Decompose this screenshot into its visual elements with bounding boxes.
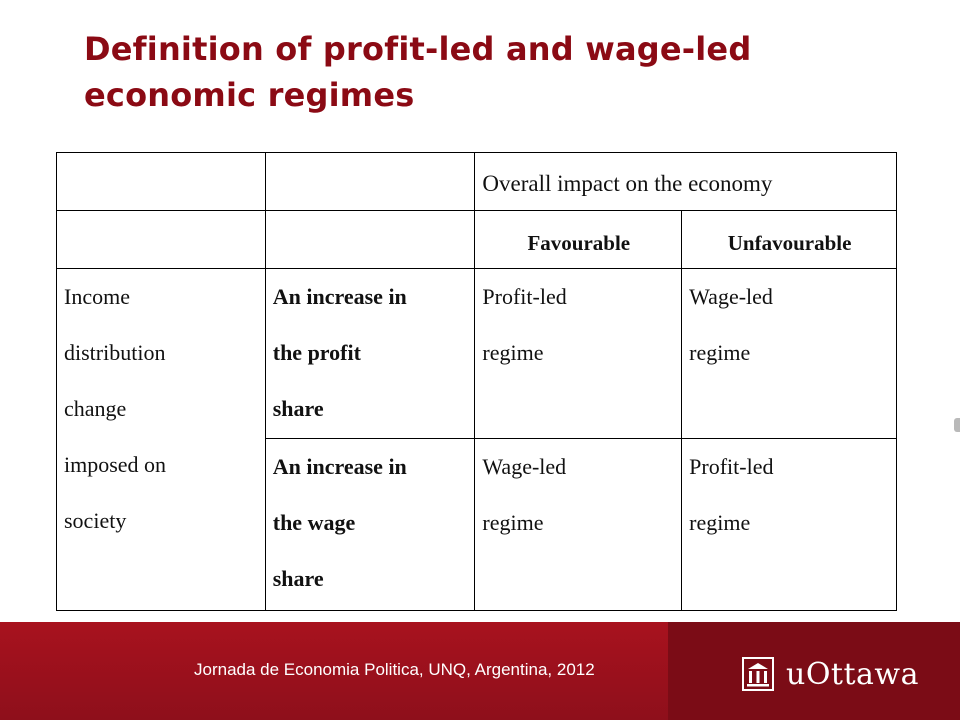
cell-line: Wage-led: [689, 284, 773, 309]
slide-title: Definition of profit-led and wage-led ec…: [84, 30, 752, 114]
condition-line: the profit: [272, 340, 361, 365]
cell-line: regime: [689, 510, 751, 535]
empty-header-cell: [264, 152, 476, 211]
uottawa-logo: uOttawa: [740, 654, 919, 694]
cell-line: Wage-led: [482, 454, 567, 479]
cell-line: Profit-led: [482, 284, 567, 309]
empty-subheader-cell: [56, 210, 266, 269]
cell-line: regime: [482, 340, 544, 365]
condition-line: An increase in: [272, 284, 407, 309]
footer-bar: Jornada de Economia Politica, UNQ, Argen…: [0, 622, 960, 720]
footer-left-panel: Jornada de Economia Politica, UNQ, Argen…: [0, 622, 668, 720]
table-row: An increase in the wage share Wage-led r…: [57, 438, 897, 611]
condition-cell-wage: An increase in the wage share: [264, 438, 476, 611]
empty-header-cell: [56, 152, 266, 211]
favourable-header: Favourable: [474, 210, 683, 269]
condition-cell-profit: An increase in the profit share: [264, 268, 476, 439]
regime-table: Overall impact on the economy Favourable…: [56, 152, 897, 611]
cell-line: Profit-led: [689, 454, 774, 479]
unfavourable-header: Unfavourable: [681, 210, 897, 269]
footer-right-panel: uOttawa: [668, 622, 960, 720]
row-label-line: society: [64, 508, 127, 533]
row-label-line: distribution: [64, 340, 166, 365]
logo-text: uOttawa: [786, 656, 919, 692]
condition-line: share: [272, 396, 324, 421]
row-label-line: change: [64, 396, 127, 421]
row-label-cell: Income distribution change imposed on so…: [56, 268, 266, 611]
edge-marker: [954, 418, 960, 432]
empty-subheader-cell: [264, 210, 476, 269]
row-label-line: imposed on: [64, 452, 167, 477]
cell-line: regime: [482, 510, 544, 535]
favourable-cell: Wage-led regime: [474, 438, 683, 611]
row-label-line: Income: [64, 284, 130, 309]
cell-line: regime: [689, 340, 751, 365]
unfavourable-cell: Profit-led regime: [681, 438, 897, 611]
university-building-icon: [742, 657, 774, 691]
condition-line: share: [272, 566, 324, 591]
table-header-row: Overall impact on the economy: [56, 152, 897, 211]
condition-line: the wage: [272, 510, 356, 535]
unfavourable-cell: Wage-led regime: [681, 268, 897, 439]
table-row: Income distribution change imposed on so…: [56, 268, 897, 611]
overall-impact-header: Overall impact on the economy: [474, 152, 897, 211]
condition-line: An increase in: [272, 454, 407, 479]
table-subheader-row: Favourable Unfavourable: [56, 210, 897, 269]
favourable-cell: Profit-led regime: [474, 268, 683, 439]
footer-text: Jornada de Economia Politica, UNQ, Argen…: [194, 660, 595, 679]
